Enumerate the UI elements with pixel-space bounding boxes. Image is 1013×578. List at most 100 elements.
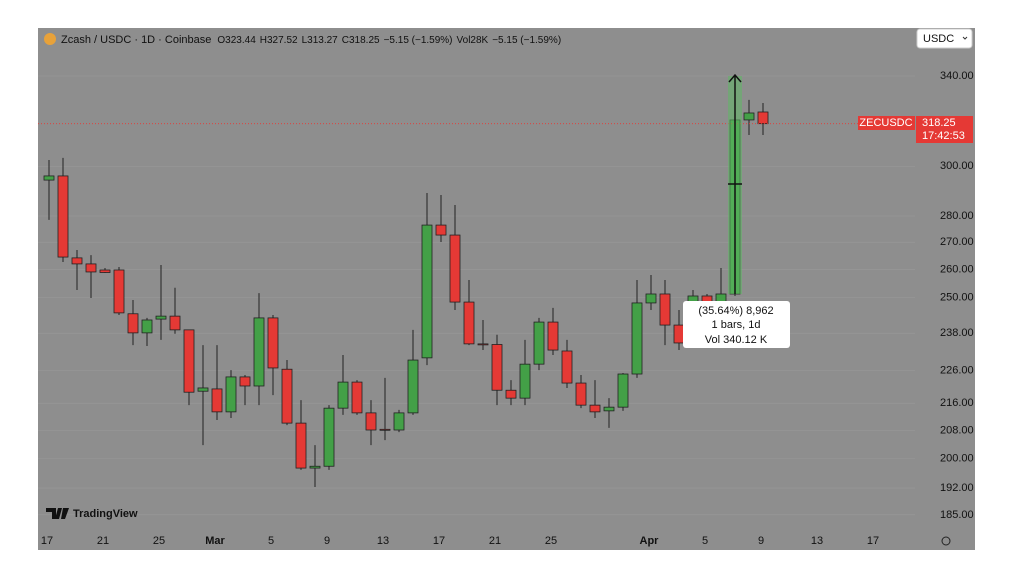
candle-body [323, 407, 335, 467]
candle-body [113, 269, 125, 314]
chart-background [38, 28, 975, 550]
y-tick-label: 300.00 [940, 160, 974, 172]
y-tick-label: 208.00 [940, 424, 974, 436]
candle-body [603, 406, 615, 412]
price-symbol-box [858, 116, 915, 130]
x-tick-label: 17 [867, 535, 879, 547]
x-tick-label: 9 [758, 535, 764, 547]
y-tick-label: 226.00 [940, 364, 974, 376]
candle-body [197, 387, 209, 392]
dropdown-icon [962, 36, 968, 40]
candle-body [645, 293, 657, 304]
x-tick-label: 9 [324, 535, 330, 547]
candle-body [281, 368, 293, 424]
measure-text: Vol 340.12 K [705, 334, 768, 346]
ohlc-value: 313.27 [307, 35, 338, 46]
ohlc-value: 318.25 [349, 35, 380, 46]
header: Zcash / USDC · 1D · Coinbase O323.44 H327.… [61, 34, 561, 46]
y-tick-label: 250.00 [940, 292, 974, 304]
volume: 28K [470, 35, 488, 46]
candle-body [253, 317, 265, 387]
candle-body [267, 317, 279, 369]
candle-body [449, 234, 461, 303]
candle-body [85, 263, 97, 273]
candle-body [351, 381, 363, 414]
candle-body [659, 293, 671, 326]
candle-body [211, 388, 223, 413]
currency-select[interactable] [916, 28, 973, 49]
candle-body [435, 224, 447, 236]
candle-body [127, 313, 139, 334]
candle-body [589, 404, 601, 413]
x-tick-label: 13 [377, 535, 389, 547]
y-tick-label: 260.00 [940, 263, 974, 275]
candle-body [421, 224, 433, 359]
candle-body [337, 381, 349, 409]
x-tick-label: 17 [41, 535, 53, 547]
y-tick-label: 238.00 [940, 327, 974, 339]
candle-body [393, 412, 405, 431]
candle-body [141, 319, 153, 334]
candle-body [491, 344, 503, 391]
symbol: Zcash / USDC · 1D · Coinbase [61, 34, 211, 46]
candle-body [407, 359, 419, 414]
candle-body [295, 422, 307, 469]
last-price: 318.25 [922, 117, 956, 129]
ohlc-label: C [342, 35, 349, 46]
grid [38, 75, 915, 516]
y-tick-label: 270.00 [940, 236, 974, 248]
candle-body [71, 257, 83, 265]
candle-body [561, 350, 573, 384]
countdown: 17:42:53 [922, 130, 965, 142]
y-tick-label: 192.00 [940, 482, 974, 494]
candle-body [533, 321, 545, 365]
ohlc-label: O [217, 35, 225, 46]
candle-body [57, 175, 69, 258]
candle-body [169, 315, 181, 331]
ohlc-value: 323.44 [225, 35, 256, 46]
x-tick-label: 13 [811, 535, 823, 547]
brand-logo [46, 508, 69, 519]
candle-body [631, 302, 643, 375]
candle-body [505, 389, 517, 399]
candle-body [309, 465, 321, 469]
change: −5.15 (−1.59%) [384, 35, 453, 46]
x-tick-label: Mar [205, 535, 225, 547]
x-tick-label: 5 [268, 535, 274, 547]
symbol-logo [44, 33, 56, 45]
candle-body [617, 373, 629, 408]
change: −5.15 (−1.59%) [492, 35, 561, 46]
candle-body [519, 363, 531, 399]
candle-body [43, 175, 55, 181]
y-tick-label: 185.00 [940, 509, 974, 521]
y-tick-label: 340.00 [940, 70, 974, 82]
settings-icon[interactable] [941, 536, 951, 546]
candle-body [225, 376, 237, 413]
candle-body [99, 269, 111, 273]
candle-body [477, 343, 489, 346]
y-tick-label: 280.00 [940, 210, 974, 222]
candle-body [155, 315, 167, 320]
y-tick-label: 216.00 [940, 397, 974, 409]
x-tick-label: 21 [489, 535, 501, 547]
candle-body [379, 428, 391, 431]
candle-body [743, 112, 755, 121]
volume-label: Vol [457, 35, 471, 46]
brand: TradingView [73, 508, 138, 520]
candle-body [183, 329, 195, 393]
ohlc-label: H [260, 35, 267, 46]
x-tick-label: 21 [97, 535, 109, 547]
y-tick-label: 200.00 [940, 453, 974, 465]
x-tick-label: Apr [640, 535, 660, 547]
price-box [916, 116, 973, 143]
candle-body [575, 382, 587, 406]
candle-body [757, 111, 769, 125]
x-tick-label: 25 [545, 535, 557, 547]
ohlc-label: L [302, 35, 308, 46]
currency[interactable]: USDC [923, 33, 954, 45]
x-tick-label: 17 [433, 535, 445, 547]
measure-tooltip [683, 301, 790, 348]
candle-body [673, 324, 685, 344]
